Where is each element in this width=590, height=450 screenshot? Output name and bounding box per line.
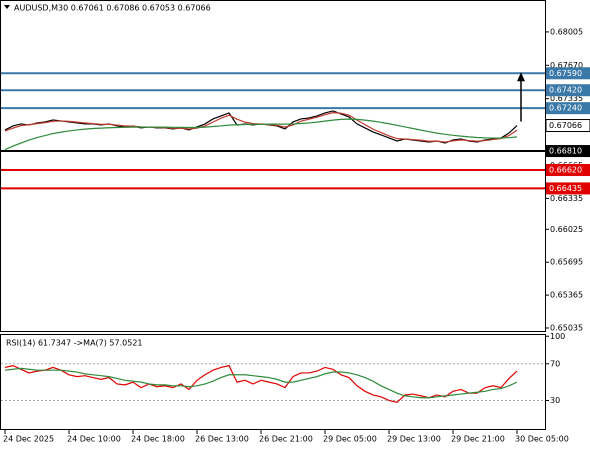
x-tick-label: 29 Dec 05:00 bbox=[323, 435, 377, 444]
level-label-bg bbox=[546, 163, 590, 176]
level-label: 0.66810 bbox=[549, 147, 582, 156]
x-tick-label: 26 Dec 13:00 bbox=[195, 435, 249, 444]
level-label: 0.67420 bbox=[549, 86, 582, 95]
x-tick-label: 30 Dec 05:00 bbox=[515, 435, 569, 444]
level-label-bg bbox=[546, 182, 590, 195]
rsi-title: RSI(14) 61.7347 ->MA(7) 57.0521 bbox=[6, 339, 143, 348]
x-tick-label: 24 Dec 18:00 bbox=[131, 435, 185, 444]
y-tick-label: 0.65695 bbox=[550, 258, 583, 267]
arrow-head bbox=[517, 72, 525, 82]
y-tick-label: 0.65035 bbox=[550, 324, 583, 333]
level-label: 0.66435 bbox=[549, 184, 582, 193]
price-line bbox=[4, 364, 518, 403]
x-tick-label: 24 Dec 10:00 bbox=[67, 435, 121, 444]
y-tick-label: 30 bbox=[550, 396, 560, 405]
x-tick-label: 26 Dec 21:00 bbox=[259, 435, 313, 444]
x-tick-label: 29 Dec 21:00 bbox=[451, 435, 505, 444]
level-label-bg bbox=[546, 84, 590, 97]
level-label: 0.66620 bbox=[549, 165, 582, 174]
chart-title: AUDUSD,M30 0.67061 0.67086 0.67053 0.670… bbox=[14, 4, 211, 13]
price-line bbox=[4, 367, 518, 399]
price-line bbox=[4, 118, 518, 151]
x-tick-label: 29 Dec 13:00 bbox=[387, 435, 441, 444]
x-tick-label: 24 Dec 2025 bbox=[3, 435, 54, 444]
level-label-bg bbox=[546, 145, 590, 158]
main-panel bbox=[0, 0, 546, 332]
y-tick-label: 0.66335 bbox=[550, 194, 583, 203]
current-price-bg bbox=[545, 119, 590, 133]
y-tick-label: 0.67335 bbox=[550, 94, 583, 103]
current-price-label: 0.67066 bbox=[549, 121, 582, 130]
y-tick-label: 0.68005 bbox=[550, 27, 583, 36]
y-tick-label: 0.65365 bbox=[550, 291, 583, 300]
collapse-icon bbox=[4, 5, 10, 9]
level-label: 0.67590 bbox=[549, 69, 582, 78]
y-tick-label: 100 bbox=[550, 332, 565, 341]
level-label-bg bbox=[546, 67, 590, 80]
rsi-panel bbox=[0, 334, 546, 430]
level-label: 0.67240 bbox=[549, 104, 582, 113]
y-tick-label: 70 bbox=[550, 359, 560, 368]
y-tick-label: 0.67670 bbox=[550, 61, 583, 70]
y-tick-label: 0.66025 bbox=[550, 225, 583, 234]
level-label-bg bbox=[546, 102, 590, 115]
